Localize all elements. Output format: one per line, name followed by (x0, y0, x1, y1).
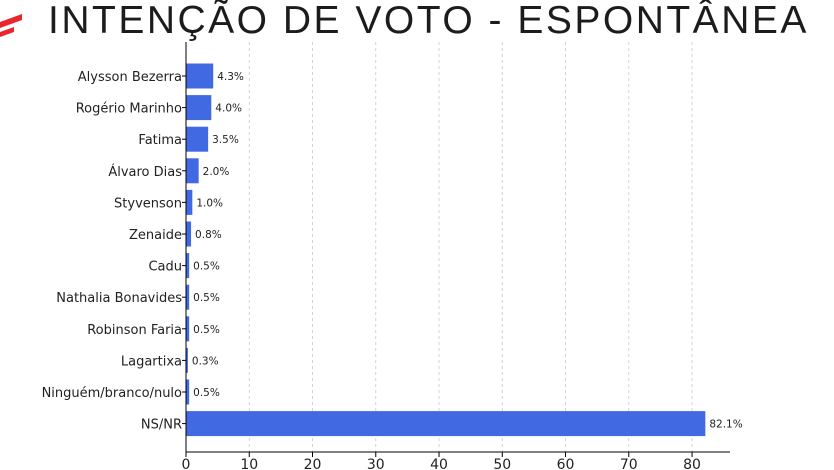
bar (186, 411, 706, 437)
value-label: 82.1% (709, 419, 742, 431)
category-label: Rogério Marinho (76, 102, 182, 117)
bar (186, 95, 212, 121)
category-label: Fatima (138, 133, 182, 148)
axes: 0 10 20 30 40 50 60 70 80 Alysson Bezerra Rogério … (42, 42, 730, 470)
grid-lines (248, 42, 693, 452)
x-tick-label: 20 (304, 457, 322, 470)
x-tick-label: 80 (683, 457, 701, 470)
category-label: Ninguém/branco/nulo (42, 386, 182, 401)
value-label: 0.5% (193, 387, 220, 399)
bar (186, 189, 193, 215)
category-label: Robinson Faria (87, 323, 182, 338)
value-label: 4.0% (215, 103, 242, 115)
bars: 4.3% 4.0% 3.5% 2.0% 1.0% 0.8% 0.5% 0.5% 0.5% 0.3%… (186, 63, 743, 437)
x-tick-label: 60 (557, 457, 575, 470)
bar (186, 158, 199, 184)
category-label: Zenaide (129, 228, 182, 243)
value-label: 0.8% (195, 229, 222, 241)
bar (186, 126, 209, 152)
x-tick-label: 10 (240, 457, 258, 470)
x-tick-label: 70 (620, 457, 638, 470)
value-label: 4.3% (217, 71, 244, 83)
x-tick-label: 30 (367, 457, 385, 470)
bar (186, 284, 190, 310)
bar (186, 221, 192, 247)
value-label: 0.5% (193, 261, 220, 273)
bar (186, 253, 190, 279)
category-label: Nathalia Bonavides (56, 291, 182, 306)
chart-title: INTENÇÃO DE VOTO - ESPONTÂNEA (48, 0, 809, 42)
bar (186, 316, 190, 342)
category-label: Lagartixa (121, 354, 182, 369)
value-label: 0.5% (193, 292, 220, 304)
category-label: NS/NR (141, 418, 182, 433)
x-tick-label: 40 (430, 457, 448, 470)
value-label: 1.0% (196, 197, 223, 209)
category-label: Cadu (148, 260, 182, 275)
category-label: Alysson Bezerra (78, 70, 182, 85)
x-tick-label: 0 (182, 457, 191, 470)
category-label: Álvaro Dias (108, 164, 182, 180)
bar (186, 379, 190, 405)
value-label: 2.0% (203, 166, 230, 178)
value-label: 0.3% (192, 355, 219, 367)
category-label: Styvenson (114, 196, 182, 211)
bar (186, 347, 188, 373)
value-label: 3.5% (212, 134, 239, 146)
x-tick-label: 50 (493, 457, 511, 470)
value-label: 0.5% (193, 324, 220, 336)
bar (186, 63, 214, 89)
brand-logo-icon (0, 14, 22, 37)
